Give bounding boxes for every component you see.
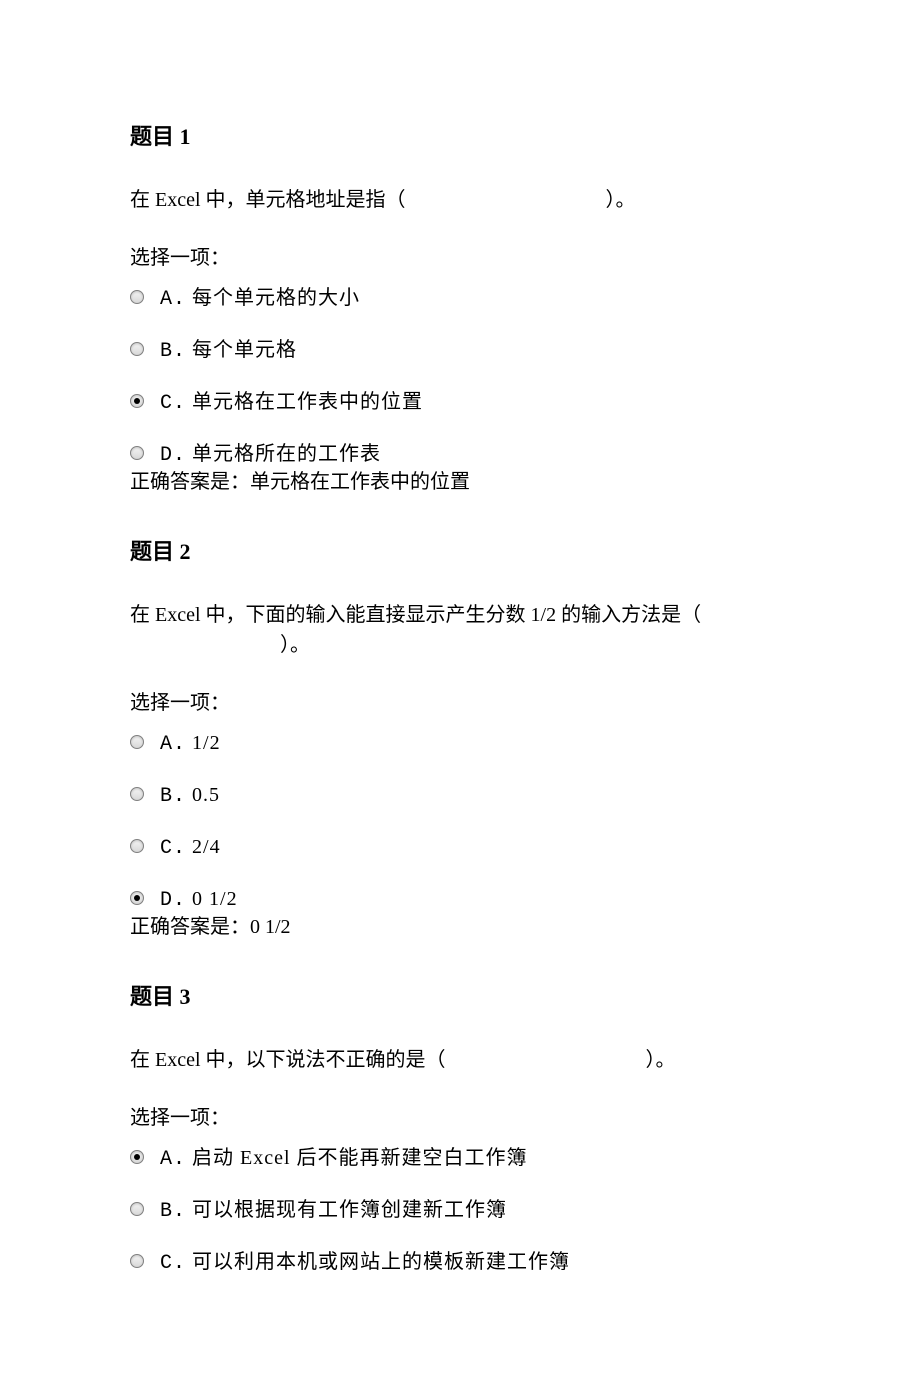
option-letter: B.	[160, 1200, 186, 1223]
radio-wrapper	[130, 728, 160, 758]
option-letter: A.	[160, 733, 186, 756]
question-text-prefix: 在 Excel 中，单元格地址是指（	[130, 189, 406, 211]
option-row: C. 单元格在工作表中的位置	[130, 387, 790, 419]
radio-wrapper	[130, 1195, 160, 1225]
question-text-suffix: ）。	[606, 189, 636, 211]
option-value: 2/4	[192, 836, 221, 858]
option-value: 0 1/2	[192, 888, 238, 910]
select-label: 选择一项：	[130, 1103, 790, 1133]
option-value: 每个单元格的大小	[192, 287, 360, 309]
radio-icon-selected[interactable]	[130, 1150, 144, 1164]
radio-icon[interactable]	[130, 1254, 144, 1268]
question-block-2: 题目 2 在 Excel 中，下面的输入能直接显示产生分数 1/2 的输入方法是…	[130, 535, 790, 942]
radio-icon[interactable]	[130, 839, 144, 853]
option-row: C. 可以利用本机或网站上的模板新建工作簿	[130, 1247, 790, 1279]
option-row: C. 2/4	[130, 832, 790, 864]
question-block-1: 题目 1 在 Excel 中，单元格地址是指（ ）。 选择一项： A. 每个单元格…	[130, 120, 790, 497]
radio-icon-selected[interactable]	[130, 891, 144, 905]
option-letter: D.	[160, 444, 186, 467]
option-text: A. 1/2	[160, 728, 221, 760]
question-block-3: 题目 3 在 Excel 中，以下说法不正确的是（ ）。 选择一项： A. 启动 …	[130, 980, 790, 1279]
option-row: A. 1/2	[130, 728, 790, 760]
radio-icon[interactable]	[130, 446, 144, 460]
option-value: 1/2	[192, 732, 221, 754]
option-letter: A.	[160, 288, 186, 311]
option-letter: B.	[160, 340, 186, 363]
question-title: 题目 2	[130, 535, 790, 568]
option-value: 启动 Excel 后不能再新建空白工作簿	[192, 1147, 528, 1169]
answer-value: 单元格在工作表中的位置	[250, 471, 470, 493]
option-letter: B.	[160, 785, 186, 808]
question-text-prefix: 在 Excel 中，以下说法不正确的是（	[130, 1049, 446, 1071]
option-row: A. 每个单元格的大小	[130, 283, 790, 315]
option-text: C. 可以利用本机或网站上的模板新建工作簿	[160, 1247, 570, 1279]
option-text: C. 单元格在工作表中的位置	[160, 387, 423, 419]
question-text-prefix: 在 Excel 中，下面的输入能直接显示产生分数 1/2 的输入方法是（	[130, 604, 701, 626]
question-text: 在 Excel 中，下面的输入能直接显示产生分数 1/2 的输入方法是（ ）。	[130, 600, 790, 660]
option-value: 可以根据现有工作簿创建新工作簿	[192, 1199, 507, 1221]
option-text: B. 可以根据现有工作簿创建新工作簿	[160, 1195, 507, 1227]
answer-label: 正确答案是：	[130, 916, 250, 938]
question-text: 在 Excel 中，单元格地址是指（ ）。	[130, 185, 790, 215]
radio-wrapper	[130, 884, 160, 914]
option-letter: A.	[160, 1148, 186, 1171]
option-letter: C.	[160, 1252, 186, 1275]
option-letter: D.	[160, 889, 186, 912]
select-label: 选择一项：	[130, 243, 790, 273]
radio-icon[interactable]	[130, 735, 144, 749]
question-title: 题目 3	[130, 980, 790, 1013]
option-text: A. 启动 Excel 后不能再新建空白工作簿	[160, 1143, 528, 1175]
radio-wrapper	[130, 283, 160, 313]
option-text: A. 每个单元格的大小	[160, 283, 360, 315]
radio-icon-selected[interactable]	[130, 394, 144, 408]
option-text: C. 2/4	[160, 832, 221, 864]
radio-icon[interactable]	[130, 1202, 144, 1216]
radio-icon[interactable]	[130, 290, 144, 304]
radio-wrapper	[130, 1143, 160, 1173]
radio-icon[interactable]	[130, 342, 144, 356]
option-row: B. 可以根据现有工作簿创建新工作簿	[130, 1195, 790, 1227]
option-row: B. 0.5	[130, 780, 790, 812]
option-value: 单元格所在的工作表	[192, 443, 381, 465]
option-value: 单元格在工作表中的位置	[192, 391, 423, 413]
option-letter: C.	[160, 837, 186, 860]
option-text: B. 每个单元格	[160, 335, 297, 367]
option-text: B. 0.5	[160, 780, 220, 812]
question-title: 题目 1	[130, 120, 790, 153]
answer-value: 0 1/2	[250, 916, 291, 938]
question-text-suffix: ）。	[280, 634, 310, 656]
option-value: 可以利用本机或网站上的模板新建工作簿	[192, 1251, 570, 1273]
radio-wrapper	[130, 832, 160, 862]
radio-wrapper	[130, 387, 160, 417]
radio-wrapper	[130, 780, 160, 810]
radio-icon[interactable]	[130, 787, 144, 801]
answer-text: 正确答案是：单元格在工作表中的位置	[130, 467, 790, 497]
option-value: 0.5	[192, 784, 220, 806]
option-row: A. 启动 Excel 后不能再新建空白工作簿	[130, 1143, 790, 1175]
option-row: B. 每个单元格	[130, 335, 790, 367]
radio-wrapper	[130, 335, 160, 365]
radio-wrapper	[130, 1247, 160, 1277]
question-text-suffix: ）。	[646, 1049, 676, 1071]
question-text: 在 Excel 中，以下说法不正确的是（ ）。	[130, 1045, 790, 1075]
radio-wrapper	[130, 439, 160, 469]
option-value: 每个单元格	[192, 339, 297, 361]
answer-text: 正确答案是：0 1/2	[130, 912, 790, 942]
select-label: 选择一项：	[130, 688, 790, 718]
option-letter: C.	[160, 392, 186, 415]
answer-label: 正确答案是：	[130, 471, 250, 493]
